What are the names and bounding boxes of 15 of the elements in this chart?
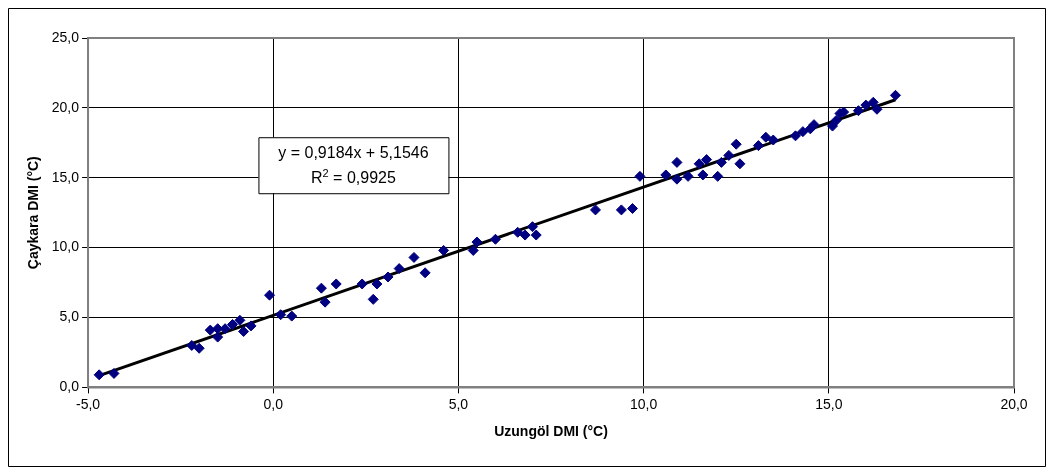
- x-tick-label: 20,0: [1000, 395, 1028, 412]
- y-tick-label: 10,0: [51, 238, 80, 255]
- x-tick-label: 15,0: [815, 395, 843, 412]
- y-tick-label: 25,0: [51, 28, 80, 45]
- annotation: y = 0,9184x + 5,1546: [278, 144, 429, 162]
- y-tick-label: 5,0: [59, 308, 80, 325]
- x-tick-label: -5,0: [75, 395, 101, 412]
- x-tick-label: 0,0: [263, 395, 284, 412]
- x-axis-title: Uzungöl DMI (°C): [494, 423, 608, 440]
- x-tick-label: 10,0: [629, 395, 658, 412]
- y-tick-label: 0,0: [59, 378, 80, 395]
- y-tick-label: 15,0: [51, 168, 80, 185]
- x-tick-label: 5,0: [448, 395, 469, 412]
- y-tick-label: 20,0: [51, 98, 80, 115]
- y-axis-title: Çaykara DMI (°C): [25, 156, 42, 270]
